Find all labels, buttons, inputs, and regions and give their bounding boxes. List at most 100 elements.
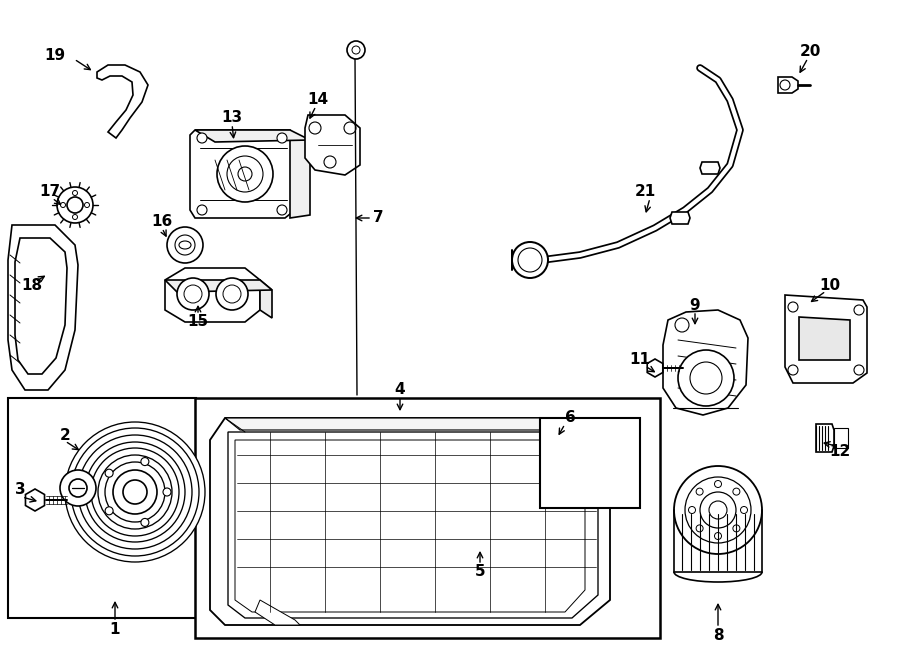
Circle shape: [197, 133, 207, 143]
Polygon shape: [165, 268, 260, 322]
Polygon shape: [799, 317, 850, 360]
Circle shape: [177, 278, 209, 310]
Circle shape: [277, 133, 287, 143]
Polygon shape: [670, 212, 690, 224]
Text: 9: 9: [689, 297, 700, 313]
Circle shape: [141, 518, 149, 526]
Circle shape: [715, 533, 722, 539]
Polygon shape: [15, 238, 67, 374]
Polygon shape: [165, 280, 272, 292]
Circle shape: [216, 278, 248, 310]
Circle shape: [347, 41, 365, 59]
Text: 4: 4: [395, 383, 405, 397]
Circle shape: [518, 248, 542, 272]
Circle shape: [788, 302, 798, 312]
Polygon shape: [190, 130, 295, 218]
Polygon shape: [235, 440, 585, 612]
Circle shape: [344, 122, 356, 134]
Text: 11: 11: [629, 352, 651, 368]
Circle shape: [780, 80, 790, 90]
Circle shape: [546, 441, 578, 473]
Polygon shape: [25, 489, 44, 511]
Bar: [8, 398, 196, 618]
Text: 10: 10: [819, 278, 841, 293]
Polygon shape: [834, 428, 848, 448]
Circle shape: [696, 525, 703, 532]
Text: 12: 12: [830, 444, 850, 459]
Text: 13: 13: [221, 110, 243, 126]
Circle shape: [709, 501, 727, 519]
Circle shape: [512, 242, 548, 278]
Text: 16: 16: [151, 215, 173, 229]
Circle shape: [65, 422, 205, 562]
Polygon shape: [8, 225, 78, 390]
Polygon shape: [195, 130, 310, 142]
Circle shape: [741, 506, 748, 514]
Circle shape: [85, 202, 89, 208]
Circle shape: [105, 462, 165, 522]
Text: 1: 1: [110, 623, 121, 637]
Circle shape: [78, 435, 192, 549]
Polygon shape: [228, 432, 598, 618]
Circle shape: [57, 187, 93, 223]
Circle shape: [105, 507, 113, 515]
Circle shape: [674, 466, 762, 554]
Circle shape: [352, 46, 360, 54]
Circle shape: [688, 506, 696, 514]
Circle shape: [91, 448, 179, 536]
Circle shape: [685, 477, 751, 543]
Polygon shape: [225, 418, 598, 430]
Circle shape: [217, 146, 273, 202]
Circle shape: [854, 365, 864, 375]
Circle shape: [675, 318, 689, 332]
Circle shape: [98, 455, 172, 529]
Circle shape: [678, 350, 734, 406]
Circle shape: [690, 362, 722, 394]
Text: 14: 14: [308, 93, 328, 108]
Text: 7: 7: [373, 210, 383, 225]
Polygon shape: [700, 162, 720, 174]
Text: 20: 20: [799, 44, 821, 59]
Circle shape: [700, 492, 736, 528]
Circle shape: [696, 488, 703, 495]
Circle shape: [227, 156, 263, 192]
Circle shape: [167, 227, 203, 263]
Text: 15: 15: [187, 315, 209, 329]
Polygon shape: [255, 600, 300, 625]
Bar: [195, 398, 660, 638]
Circle shape: [277, 205, 287, 215]
Polygon shape: [590, 446, 606, 464]
Polygon shape: [305, 115, 360, 175]
Polygon shape: [97, 65, 148, 138]
Text: 17: 17: [40, 184, 60, 200]
Circle shape: [73, 215, 77, 219]
Polygon shape: [647, 359, 662, 377]
Circle shape: [123, 480, 147, 504]
Polygon shape: [260, 280, 272, 318]
Circle shape: [85, 442, 185, 542]
Text: 18: 18: [22, 278, 42, 293]
Circle shape: [113, 470, 157, 514]
Circle shape: [715, 481, 722, 488]
Circle shape: [175, 235, 195, 255]
Circle shape: [184, 285, 202, 303]
Circle shape: [105, 469, 113, 477]
Polygon shape: [785, 295, 867, 383]
Text: 2: 2: [59, 428, 70, 442]
Circle shape: [67, 197, 83, 213]
Circle shape: [69, 479, 87, 497]
Text: 5: 5: [474, 564, 485, 580]
Circle shape: [324, 156, 336, 168]
Polygon shape: [778, 77, 798, 93]
Circle shape: [733, 488, 740, 495]
Polygon shape: [290, 132, 310, 218]
Circle shape: [238, 167, 252, 181]
Circle shape: [73, 190, 77, 196]
Text: 19: 19: [44, 48, 66, 63]
Circle shape: [788, 365, 798, 375]
Polygon shape: [663, 310, 748, 415]
Circle shape: [141, 457, 149, 465]
Circle shape: [60, 202, 66, 208]
Bar: [540, 418, 640, 508]
Polygon shape: [816, 424, 834, 452]
